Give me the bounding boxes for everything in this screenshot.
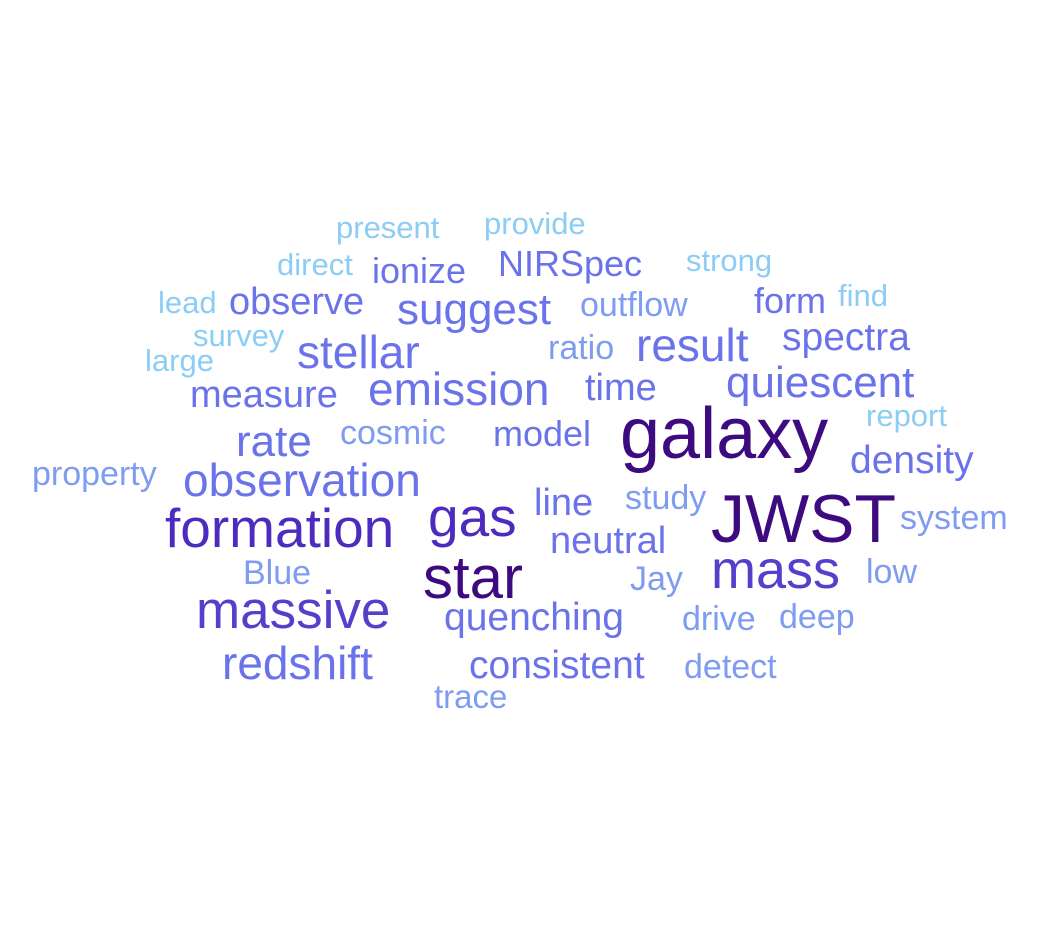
word-neutral: neutral: [550, 520, 667, 562]
word-model: model: [493, 413, 592, 454]
word-blue: Blue: [243, 554, 312, 592]
word-drive: drive: [682, 600, 756, 638]
word-find: find: [838, 278, 888, 313]
word-gas: gas: [428, 486, 517, 548]
word-survey: survey: [193, 318, 285, 353]
word-galaxy: galaxy: [620, 394, 829, 474]
word-system: system: [900, 499, 1008, 537]
word-outflow: outflow: [580, 286, 688, 324]
word-large: large: [145, 343, 214, 378]
word-deep: deep: [779, 598, 855, 636]
word-report: report: [866, 398, 947, 433]
word-massive: massive: [196, 581, 391, 640]
word-formation: formation: [165, 497, 395, 559]
word-nirspec: NIRSpec: [498, 243, 643, 284]
word-strong: strong: [686, 243, 773, 278]
word-mass: mass: [711, 540, 841, 600]
word-star: star: [423, 544, 524, 611]
word-observation: observation: [183, 454, 421, 506]
word-cosmic: cosmic: [340, 414, 446, 452]
word-stellar: stellar: [297, 326, 420, 378]
word-observe: observe: [229, 281, 365, 323]
word-line: line: [534, 482, 594, 524]
word-jwst: JWST: [711, 481, 897, 557]
word-ionize: ionize: [372, 250, 467, 291]
word-provide: provide: [484, 206, 586, 241]
word-spectra: spectra: [782, 316, 910, 359]
word-detect: detect: [684, 648, 777, 686]
word-direct: direct: [277, 247, 353, 282]
word-consistent: consistent: [469, 644, 645, 687]
word-suggest: suggest: [397, 285, 552, 334]
word-time: time: [585, 367, 657, 409]
word-jay: Jay: [630, 560, 683, 598]
word-emission: emission: [368, 363, 550, 415]
word-result: result: [636, 319, 749, 371]
word-trace: trace: [434, 678, 508, 715]
word-low: low: [866, 553, 918, 591]
word-form: form: [754, 280, 826, 321]
word-property: property: [32, 455, 157, 493]
word-present: present: [336, 210, 440, 245]
word-measure: measure: [190, 374, 338, 416]
word-redshift: redshift: [222, 637, 373, 689]
word-quiescent: quiescent: [726, 358, 915, 407]
word-density: density: [850, 439, 974, 482]
word-study: study: [625, 479, 707, 517]
word-quenching: quenching: [444, 596, 624, 639]
word-lead: lead: [158, 285, 217, 320]
word-rate: rate: [236, 417, 312, 466]
word-ratio: ratio: [548, 329, 615, 367]
